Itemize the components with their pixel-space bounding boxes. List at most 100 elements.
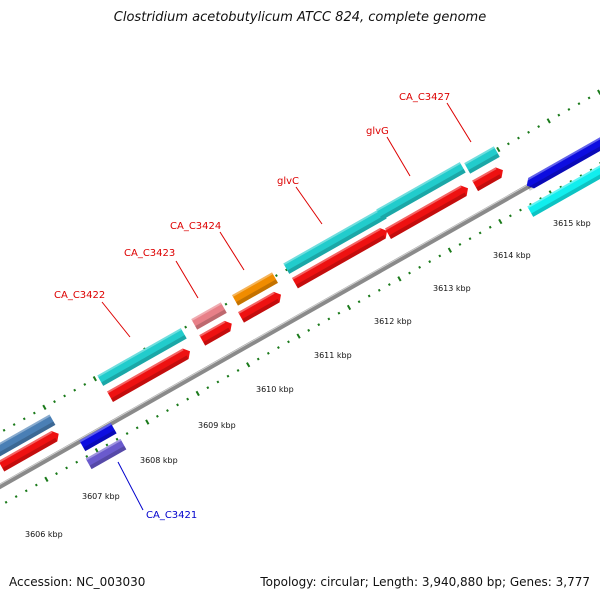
gene-ca-c3422-upper-highlight — [97, 328, 182, 378]
gene-ca-c3424-upper — [232, 272, 278, 306]
cds-ca-c3423-highlight — [199, 320, 226, 337]
inner-tick — [256, 357, 260, 361]
cds-ca-c3424-shade — [241, 298, 280, 323]
outer-tick — [496, 146, 501, 153]
cds-ca-c3423 — [199, 320, 232, 346]
inner-tick — [24, 489, 28, 493]
inner-tick — [346, 304, 352, 311]
inner-tick — [105, 443, 109, 447]
inner-tick — [408, 271, 411, 275]
inner-tick — [287, 340, 290, 344]
scale-label-3613: 3613 kbp — [433, 284, 471, 293]
scale-label-3615: 3615 kbp — [553, 219, 591, 228]
cds-glvg — [385, 185, 468, 239]
inner-tick — [397, 276, 402, 282]
feature-label-glvg: glvG — [366, 126, 389, 137]
cds-glvc — [291, 228, 388, 289]
cds-ca-c3424-body — [238, 291, 281, 323]
callout-line-ca-c3424 — [219, 231, 245, 271]
outer-tick — [224, 302, 228, 306]
gene-steel-left-shade — [0, 421, 56, 460]
scale-label-3606: 3606 kbp — [25, 530, 63, 539]
feature-label-glvc: glvC — [277, 176, 299, 187]
gene-ca-c3427-upper-highlight — [464, 146, 495, 165]
inner-tick — [115, 437, 119, 441]
gene-ca-c3421-lower-highlight — [85, 438, 122, 461]
inner-tick — [246, 362, 251, 368]
inner-tick — [206, 386, 210, 390]
gene-ca-c3421-lower-body — [85, 438, 127, 470]
gene-glvg-upper-shade — [380, 169, 466, 220]
inner-tick — [307, 328, 311, 332]
scale-label-3608: 3608 kbp — [140, 456, 178, 465]
inner-tick — [377, 288, 381, 292]
callout-line-ca-c3423 — [175, 260, 199, 299]
gene-ca-c3423-upper-highlight — [191, 302, 222, 321]
outer-tick — [285, 268, 288, 272]
inner-tick — [447, 247, 452, 253]
gene-glvg-upper-body — [376, 162, 466, 220]
outer-tick — [42, 404, 47, 411]
cds-glvc-body — [291, 228, 388, 289]
outer-tick — [546, 118, 551, 124]
inner-tick — [478, 231, 482, 235]
outer-tick — [32, 411, 36, 415]
gene-ca-c3421-lower-shade — [89, 445, 127, 470]
inner-tick — [276, 346, 280, 350]
cds-ca-c3427 — [472, 167, 503, 192]
gene-ca-c3421-upper — [79, 422, 117, 452]
cds-glvg-highlight — [385, 185, 462, 231]
inner-tick — [44, 476, 49, 483]
inner-tick — [186, 397, 190, 401]
inner-tick — [145, 419, 150, 425]
cds-glvc-highlight — [291, 228, 381, 280]
inner-tick — [236, 369, 240, 372]
gene-ca-c3422-upper-body — [97, 328, 187, 386]
inner-tick — [317, 323, 321, 327]
inner-tick — [34, 483, 38, 487]
gene-ca-c3421-lower — [85, 438, 127, 470]
inner-tick — [519, 208, 522, 212]
outer-tick — [53, 400, 56, 404]
gene-glvc-upper-shade — [287, 215, 387, 274]
gene-blue-right — [523, 129, 600, 191]
scale-label-3614: 3614 kbp — [493, 251, 531, 260]
accession-text: Accession: NC_003030 — [9, 575, 146, 589]
inner-tick — [55, 472, 58, 476]
outer-tick — [587, 96, 591, 100]
gene-ca-c3424-upper-shade — [235, 279, 278, 306]
callout-line-glvc — [295, 186, 323, 225]
outer-tick — [22, 417, 26, 421]
outer-tick — [2, 428, 6, 432]
gene-ca-c3422-upper — [97, 328, 187, 386]
inner-tick — [498, 218, 503, 225]
cds-glvc-shade — [295, 235, 386, 289]
outer-tick — [557, 113, 561, 117]
inner-tick — [387, 283, 391, 286]
cds-ca-c3427-highlight — [472, 167, 497, 183]
gene-ca-c3423-upper-shade — [195, 309, 227, 330]
cds-ca-c3422-shade — [110, 355, 189, 402]
inner-tick — [458, 242, 462, 246]
outer-tick — [83, 382, 87, 386]
scale-label-3611: 3611 kbp — [314, 351, 352, 360]
inner-tick — [4, 500, 8, 504]
gene-steel-left-body — [0, 414, 56, 460]
gene-ca-c3424-upper-highlight — [232, 272, 274, 297]
map-title: Clostridium acetobutylicum ATCC 824, com… — [113, 10, 487, 25]
outer-tick — [537, 125, 541, 129]
scale-label-3610: 3610 kbp — [256, 385, 294, 394]
cds-ca-c3423-shade — [203, 327, 231, 346]
gene-ca-c3421-upper-shade — [83, 429, 117, 452]
gene-cyan-right-body — [527, 159, 600, 217]
outer-tick — [12, 423, 16, 426]
topology-text: Topology: circular; Length: 3,940,880 bp… — [260, 575, 590, 589]
inner-tick — [296, 333, 301, 339]
inner-tick — [488, 225, 492, 229]
feature-label-ca-c3423: CA_C3423 — [124, 248, 175, 259]
outer-tick — [517, 136, 520, 140]
inner-tick — [216, 380, 220, 384]
gene-glvg-upper — [376, 162, 466, 220]
